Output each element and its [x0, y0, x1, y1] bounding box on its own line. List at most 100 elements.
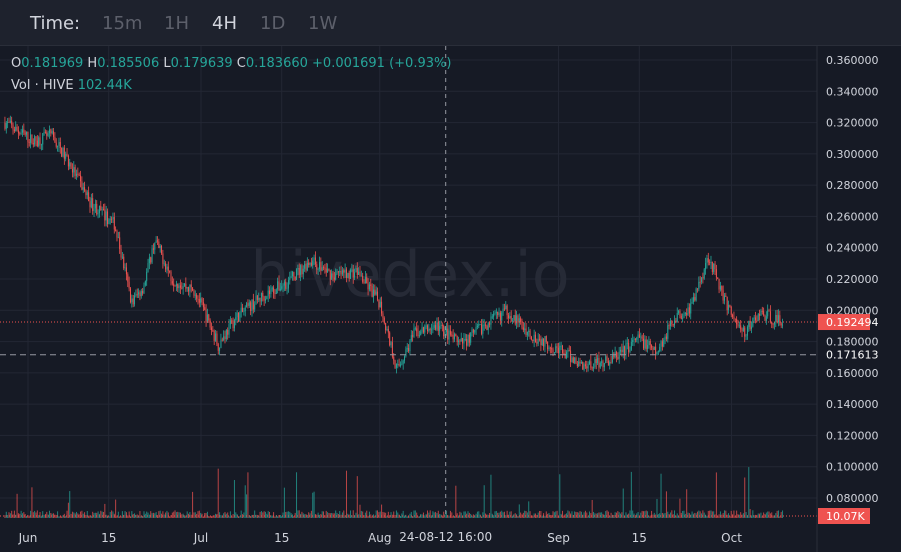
volume-bar: [462, 515, 464, 518]
candle-body: [503, 308, 505, 310]
price-axis[interactable]: 0.080000 0.100000 0.120000 0.140000 0.160000…: [816, 46, 879, 552]
candle-body: [53, 131, 55, 137]
candle-body: [769, 311, 771, 323]
candle-body: [607, 360, 609, 366]
volume-bar: [260, 511, 262, 518]
volume-bar: [285, 511, 287, 518]
volume-bar: [602, 513, 604, 518]
candle-body: [127, 274, 129, 282]
candle-body: [354, 272, 356, 278]
volume-bar: [468, 512, 470, 518]
volume-bar: [777, 510, 779, 518]
candle-body: [475, 326, 477, 331]
interval-1d-button[interactable]: 1D: [260, 13, 286, 34]
volume-bar: [162, 511, 164, 518]
volume-bar: [55, 514, 57, 518]
volume-bar: [601, 512, 603, 518]
volume-bar: [58, 516, 60, 518]
candle-body: [642, 338, 644, 349]
volume-bar: [717, 515, 719, 518]
candle-body: [227, 329, 229, 335]
volume-bar: [170, 515, 172, 518]
candle-body: [618, 351, 620, 359]
volume-bar: [598, 512, 600, 518]
candle-body: [69, 162, 71, 167]
volume-bar: [333, 513, 335, 518]
candle-body: [732, 314, 734, 317]
candle-body: [555, 346, 557, 353]
volume-bar: [521, 514, 523, 518]
volume-bar: [316, 514, 318, 518]
candle-body: [285, 281, 287, 289]
volume-bar: [603, 514, 605, 518]
candle-body: [721, 286, 723, 291]
interval-1h-button[interactable]: 1H: [164, 13, 189, 34]
candle-body: [782, 324, 784, 326]
interval-4h-button[interactable]: 4H: [212, 13, 237, 34]
candle-body: [553, 352, 555, 354]
volume-bar: [301, 511, 303, 518]
volume-bar: [618, 512, 620, 518]
volume-bar: [209, 516, 211, 518]
volume-bar: [688, 513, 690, 518]
volume-bar: [293, 516, 295, 518]
volume-bar: [291, 514, 293, 518]
volume-bar: [210, 516, 212, 518]
volume-bar: [730, 510, 732, 518]
candle-body: [717, 277, 719, 279]
candle-body: [233, 319, 235, 329]
candle-body: [198, 299, 200, 303]
volume-bar: [142, 515, 144, 518]
candle-body: [557, 347, 559, 354]
volume-bar: [738, 514, 740, 518]
candle-body: [206, 314, 208, 323]
volume-bar: [131, 511, 133, 518]
candle-body: [591, 367, 593, 369]
volume-bar: [665, 491, 667, 518]
candle-body: [294, 276, 296, 280]
volume-bar: [251, 514, 253, 518]
volume-bar: [70, 513, 72, 518]
interval-1w-button[interactable]: 1W: [308, 13, 338, 34]
candle-body: [746, 326, 748, 336]
volume-bar: [593, 511, 595, 518]
volume-bar: [273, 512, 275, 518]
candle-body: [216, 333, 218, 345]
candle-body: [599, 362, 601, 368]
volume-bar: [767, 511, 769, 518]
candle-body: [318, 262, 320, 270]
price-chart[interactable]: hivedex.io 0.0800000.1000000.1200000.140…: [0, 46, 901, 552]
candle-body: [282, 285, 284, 287]
candle-body: [279, 288, 281, 291]
volume-bar: [328, 512, 330, 518]
volume-bar: [671, 510, 673, 518]
candle-body: [579, 361, 581, 364]
candle-body: [638, 334, 640, 338]
candle-body: [548, 347, 550, 350]
candle-body: [636, 338, 638, 340]
candle-body: [240, 307, 242, 313]
candle-body: [740, 325, 742, 330]
candle-body: [271, 287, 273, 290]
volume-bar: [703, 512, 705, 518]
interval-15m-button[interactable]: 15m: [102, 13, 143, 34]
candle-body: [39, 137, 41, 145]
volume-bar: [736, 510, 738, 518]
candle-body: [366, 277, 368, 284]
volume-bar: [714, 514, 716, 518]
volume-bar: [410, 511, 412, 518]
candle-body: [518, 318, 520, 323]
volume-bar: [179, 512, 181, 518]
volume-bar: [371, 516, 373, 518]
time-axis[interactable]: Jun 15 Jul 15 Aug Sep 15 Oct 24-08-12 16:00: [18, 526, 743, 545]
candle-body: [435, 325, 437, 330]
candle-body: [252, 299, 254, 310]
candle-body: [420, 331, 422, 336]
candle-body: [224, 336, 226, 340]
candle-body: [289, 277, 291, 281]
candle-body: [733, 316, 735, 319]
volume-bar: [493, 515, 495, 518]
candle-body: [572, 357, 574, 364]
candle-body: [194, 294, 196, 296]
candle-body: [54, 136, 56, 143]
